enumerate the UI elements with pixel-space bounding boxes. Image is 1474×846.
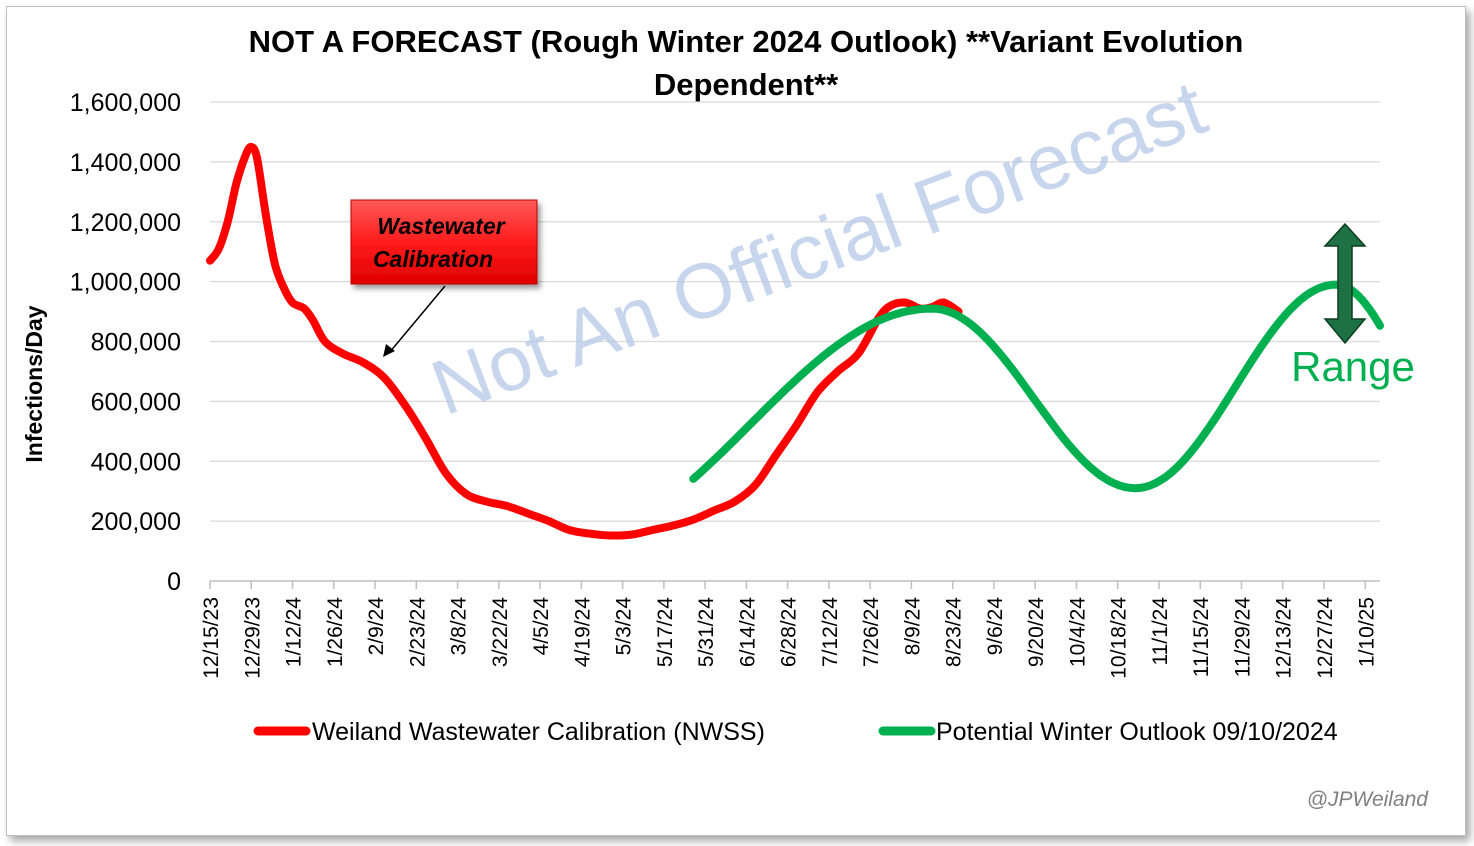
x-tick-label: 6/14/24 xyxy=(736,597,759,667)
y-tick-label: 1,200,000 xyxy=(70,209,181,237)
x-tick-label: 1/10/25 xyxy=(1355,597,1378,667)
legend-label-outlook: Potential Winter Outlook 09/10/2024 xyxy=(936,718,1338,746)
range-arrow-shape xyxy=(1323,222,1367,345)
x-tick-label: 11/29/24 xyxy=(1231,597,1254,678)
x-tick-label: 12/15/23 xyxy=(200,597,223,679)
legend-label-wastewater: Weiland Wastewater Calibration (NWSS) xyxy=(312,718,765,746)
series-line-outlook xyxy=(689,280,1384,493)
y-tick-label: 600,000 xyxy=(91,388,181,416)
y-tick-label: 400,000 xyxy=(91,448,181,476)
x-tick-label: 8/9/24 xyxy=(901,597,924,656)
x-tick-label: 11/1/24 xyxy=(1149,597,1172,666)
y-tick-label: 1,400,000 xyxy=(70,149,181,177)
x-tick-label: 8/23/24 xyxy=(943,597,966,667)
x-tick-label: 7/12/24 xyxy=(819,597,842,667)
y-tick-label: 1,000,000 xyxy=(70,269,181,297)
x-tick-label: 12/13/24 xyxy=(1273,597,1296,679)
y-tick-label: 1,600,000 xyxy=(70,89,181,117)
legend: Weiland Wastewater Calibration (NWSS) Po… xyxy=(253,718,1338,746)
x-tick-label: 4/19/24 xyxy=(571,597,594,667)
x-tick-label: 11/15/24 xyxy=(1190,597,1213,678)
callout-text-line-1: Wastewater xyxy=(377,213,505,239)
callout-box xyxy=(350,199,538,285)
x-tick-label: 10/4/24 xyxy=(1066,597,1089,667)
x-tick-label: 3/8/24 xyxy=(448,597,471,656)
watermark: Not An Official Forecast xyxy=(420,63,1217,432)
x-tick-label: 7/26/24 xyxy=(860,597,883,667)
x-tick-label: 5/31/24 xyxy=(695,597,718,667)
callout-text-line-2: Calibration xyxy=(373,246,493,272)
x-tick-label: 1/12/24 xyxy=(283,597,306,667)
x-tick-label: 5/17/24 xyxy=(654,597,677,667)
x-tick-label: 9/20/24 xyxy=(1025,597,1048,667)
x-tick-label: 5/3/24 xyxy=(613,597,636,656)
credit-handle: @JPWeiland xyxy=(1307,788,1430,811)
x-tick-label: 10/18/24 xyxy=(1108,597,1131,679)
x-tick-label: 12/29/23 xyxy=(241,597,264,679)
x-tick-label: 1/26/24 xyxy=(324,597,347,667)
x-tick-label: 2/23/24 xyxy=(406,597,429,667)
chart-title-line-2: Dependent** xyxy=(654,67,839,102)
y-tick-label: 800,000 xyxy=(91,329,181,357)
y-tick-label: 200,000 xyxy=(91,508,181,536)
callout-annotation: Wastewater Calibration xyxy=(350,199,538,357)
x-tick-label: 2/9/24 xyxy=(365,597,388,656)
series-line-wastewater xyxy=(206,142,963,540)
range-label: Range xyxy=(1291,343,1415,390)
x-tick-label: 12/27/24 xyxy=(1314,597,1337,679)
callout-pointer xyxy=(388,285,446,354)
chart-title-line-1: NOT A FORECAST (Rough Winter 2024 Outloo… xyxy=(249,24,1244,59)
callout-pointer-head xyxy=(383,344,395,357)
x-tick-label: 9/6/24 xyxy=(984,597,1007,656)
x-tick-label: 3/22/24 xyxy=(489,597,512,667)
y-axis-label: Infections/Day xyxy=(21,305,47,462)
y-tick-label: 0 xyxy=(167,568,181,596)
x-tick-label: 4/5/24 xyxy=(530,597,553,656)
x-tick-label: 6/28/24 xyxy=(778,597,801,667)
range-arrow xyxy=(1323,222,1367,345)
